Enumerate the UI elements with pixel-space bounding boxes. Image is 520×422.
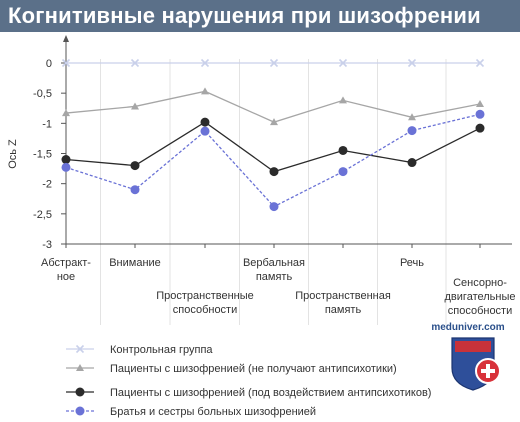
category-label: двигательные	[445, 291, 516, 303]
data-point	[130, 161, 140, 171]
data-point	[269, 202, 279, 212]
category-label: способности	[173, 304, 238, 316]
data-point	[338, 145, 348, 155]
category-label: Абстракт-	[41, 257, 91, 269]
legend-label: Пациенты с шизофренией (под воздействием…	[110, 387, 431, 399]
category-label: Пространственные	[156, 290, 254, 302]
y-tick-label: -1	[42, 118, 52, 130]
series-line	[65, 121, 481, 173]
data-point	[200, 58, 210, 68]
y-tick-label: -3	[42, 239, 52, 251]
data-point-stroke	[61, 58, 71, 68]
category-labels: Абстракт-ное Внимание Пространственные спос…	[41, 257, 515, 317]
data-point	[61, 58, 71, 68]
data-point	[130, 58, 140, 68]
category-label: Сенсорно-	[453, 277, 507, 289]
watermark-logo: meduniver.com	[431, 322, 505, 391]
cross-bar-horizontal	[481, 369, 495, 373]
y-axis-arrow	[63, 35, 69, 42]
data-point-stroke	[475, 58, 485, 68]
data-point	[61, 162, 71, 172]
y-axis-label: Ось Z	[7, 139, 19, 169]
data-point	[61, 155, 71, 165]
series-line	[65, 90, 481, 123]
category-label: Пространственная	[295, 290, 391, 302]
category-label: способности	[448, 305, 513, 317]
y-tick-label: 0	[46, 58, 52, 70]
legend-label: Братья и сестры больных шизофренией	[110, 406, 316, 418]
data-point	[75, 406, 85, 416]
data-point	[75, 344, 85, 354]
category-label: ное	[57, 271, 75, 283]
y-tick-label: -2	[42, 179, 52, 191]
chart-grid	[100, 59, 447, 325]
category-label: Речь	[400, 257, 424, 269]
data-point	[475, 123, 485, 133]
data-point-stroke	[200, 58, 210, 68]
data-point-stroke	[338, 58, 348, 68]
category-label: Внимание	[109, 257, 161, 269]
data-point	[475, 109, 485, 119]
data-point	[200, 117, 210, 127]
data-point-stroke	[407, 58, 417, 68]
title-bar	[0, 0, 520, 32]
data-point	[407, 58, 417, 68]
data-point	[475, 58, 485, 68]
data-point	[338, 167, 348, 177]
shield-stripe	[455, 341, 491, 352]
data-point	[339, 96, 347, 104]
data-point	[408, 113, 416, 121]
y-tick-label: -1,5	[33, 149, 52, 161]
category-label: Вербальная	[243, 257, 305, 269]
data-point	[476, 100, 484, 108]
data-point	[270, 118, 278, 126]
data-point	[200, 126, 210, 136]
data-point	[338, 58, 348, 68]
data-point	[407, 126, 417, 136]
category-label: память	[256, 271, 293, 283]
y-tick-label: -0,5	[33, 88, 52, 100]
chart-series	[61, 58, 485, 212]
series-line	[65, 113, 481, 208]
legend-label: Пациенты с шизофренией (не получают анти…	[110, 363, 397, 375]
data-point-stroke	[75, 344, 85, 354]
data-point	[407, 158, 417, 168]
legend-label: Контрольная группа	[110, 344, 213, 356]
data-point-stroke	[269, 58, 279, 68]
watermark-text: meduniver.com	[431, 322, 504, 333]
y-tick-label: -2,5	[33, 209, 52, 221]
data-point	[76, 364, 84, 371]
data-point	[62, 109, 70, 117]
data-point	[269, 58, 279, 68]
chart-axes: 0 -0,5 -1 -1,5 -2 -2,5 -3 Ось Z	[7, 35, 512, 251]
data-point	[75, 387, 85, 397]
data-point-stroke	[130, 58, 140, 68]
data-point	[131, 102, 139, 110]
legend: Контрольная группа Пациенты с шизофренией…	[66, 344, 431, 418]
data-point	[269, 167, 279, 177]
data-point	[130, 185, 140, 195]
data-point	[201, 87, 209, 95]
category-label: память	[325, 304, 362, 316]
chart-title: Когнитивные нарушения при шизофрении	[8, 3, 481, 28]
